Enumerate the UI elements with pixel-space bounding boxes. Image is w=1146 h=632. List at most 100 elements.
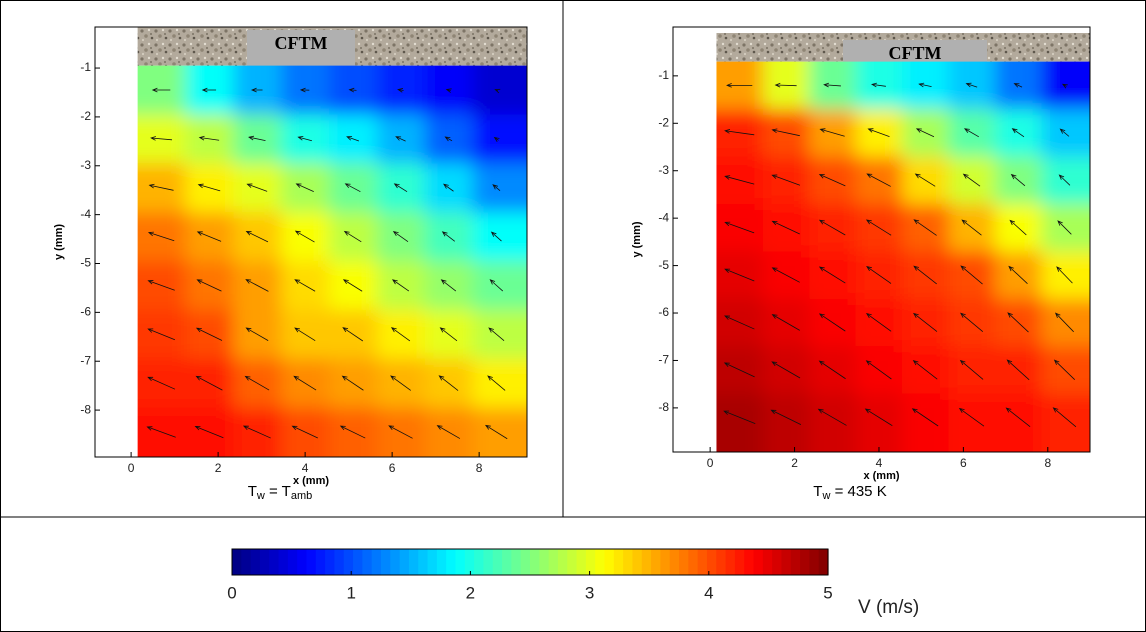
y-tick-label: -5 xyxy=(80,256,91,270)
velocity-arrow xyxy=(245,327,269,341)
velocity-arrow xyxy=(295,183,314,192)
caption-part: T xyxy=(248,483,257,500)
y-axis-label: y (mm) xyxy=(53,224,65,260)
velocity-arrow xyxy=(965,82,978,88)
x-tick-label: 6 xyxy=(389,461,396,475)
colorbar-strip xyxy=(269,549,280,575)
velocity-arrow xyxy=(724,175,755,185)
colorbar-strip xyxy=(390,549,401,575)
velocity-arrow xyxy=(818,313,846,332)
velocity-arrow xyxy=(346,136,360,142)
x-tick-label: 0 xyxy=(707,456,714,470)
y-tick-label: -5 xyxy=(658,258,669,272)
velocity-arrow xyxy=(147,328,176,341)
colorbar-strip xyxy=(502,549,512,575)
speed-cell xyxy=(1041,298,1090,347)
speed-cell xyxy=(809,393,857,452)
speed-cell xyxy=(137,358,186,409)
colorbar-tick-label: 3 xyxy=(585,583,594,602)
velocity-arrow xyxy=(244,375,270,391)
velocity-arrow xyxy=(960,265,983,285)
velocity-arrow xyxy=(297,136,312,142)
velocity-arrow xyxy=(1007,312,1029,333)
velocity-arrow xyxy=(198,135,220,141)
speed-cell xyxy=(762,393,810,452)
velocity-arrow xyxy=(819,128,845,137)
colorbar-strip xyxy=(679,549,689,575)
colorbar-strip xyxy=(716,549,727,575)
velocity-arrow xyxy=(823,82,841,88)
velocity-arrow xyxy=(913,265,937,285)
colorbar-tick-label: 0 xyxy=(227,583,236,602)
speed-cell xyxy=(137,114,186,164)
velocity-arrow xyxy=(918,82,932,88)
velocity-arrow xyxy=(299,87,310,93)
x-tick-label: 0 xyxy=(128,461,135,475)
velocity-arrow xyxy=(147,376,176,390)
velocity-arrow xyxy=(392,231,409,242)
speed-cell xyxy=(1041,251,1090,300)
colorbar-strip xyxy=(511,549,522,575)
velocity-arrow xyxy=(245,230,269,243)
caption-part: = 435 K xyxy=(830,483,886,500)
speed-cell xyxy=(472,261,528,311)
heatmap-cells xyxy=(137,65,528,458)
velocity-arrow xyxy=(914,173,936,187)
colorbar-strip xyxy=(734,549,745,575)
y-tick-label: -7 xyxy=(658,353,669,367)
colorbar-strip xyxy=(744,549,755,575)
colorbar-strip xyxy=(548,549,559,575)
colorbar-strip xyxy=(232,549,242,575)
velocity-arrow xyxy=(444,136,453,142)
velocity-arrow xyxy=(959,359,984,380)
y-tick-label: -4 xyxy=(658,210,669,224)
velocity-arrow xyxy=(397,88,404,93)
colorbar-strip xyxy=(772,549,783,575)
y-tick-label: -1 xyxy=(80,60,91,74)
velocity-arrow xyxy=(1052,407,1077,428)
label-box xyxy=(247,30,355,66)
colorbar-strip xyxy=(530,549,540,575)
velocity-arrow xyxy=(960,312,984,333)
speed-cell xyxy=(1041,203,1090,252)
y-tick-label: -1 xyxy=(658,68,669,82)
velocity-arrow xyxy=(912,360,938,380)
velocity-arrow xyxy=(1011,128,1025,138)
colorbar-strip xyxy=(604,549,615,575)
caption: Tw = Tamb xyxy=(248,483,313,502)
velocity-arrow xyxy=(341,375,364,391)
colorbar-strip xyxy=(613,549,624,575)
speed-cell xyxy=(1041,346,1090,395)
velocity-arrow xyxy=(484,424,508,440)
speed-cell xyxy=(716,298,764,347)
velocity-arrow xyxy=(774,82,797,88)
colorbar-strip xyxy=(576,549,587,575)
colorbar-strip xyxy=(557,549,568,575)
velocity-arrow xyxy=(1006,359,1030,381)
caption-part: amb xyxy=(291,490,312,502)
speed-cell xyxy=(995,393,1042,452)
velocity-arrow xyxy=(197,183,221,192)
colorbar-strip xyxy=(455,549,466,575)
velocity-arrow xyxy=(291,425,318,439)
speed-cell xyxy=(376,407,426,458)
velocity-arrow xyxy=(294,327,316,341)
colorbar-strip xyxy=(800,549,810,575)
velocity-arrow xyxy=(913,312,938,332)
velocity-arrow xyxy=(771,174,801,186)
velocity-arrow xyxy=(1056,266,1073,284)
velocity-arrow xyxy=(487,375,506,391)
y-tick-label: -6 xyxy=(658,305,669,319)
velocity-arrow xyxy=(724,129,755,136)
velocity-arrow xyxy=(723,362,755,378)
velocity-arrow xyxy=(865,219,892,236)
velocity-arrow xyxy=(390,327,411,342)
axes-frame xyxy=(94,26,528,458)
x-axis-label: x (mm) xyxy=(863,470,899,482)
velocity-arrow xyxy=(391,279,410,292)
velocity-arrow xyxy=(818,174,846,187)
colorbar-strip xyxy=(520,549,531,575)
colorbar-strip xyxy=(278,549,289,575)
colorbar-frame xyxy=(231,548,829,576)
velocity-arrow xyxy=(439,327,458,342)
